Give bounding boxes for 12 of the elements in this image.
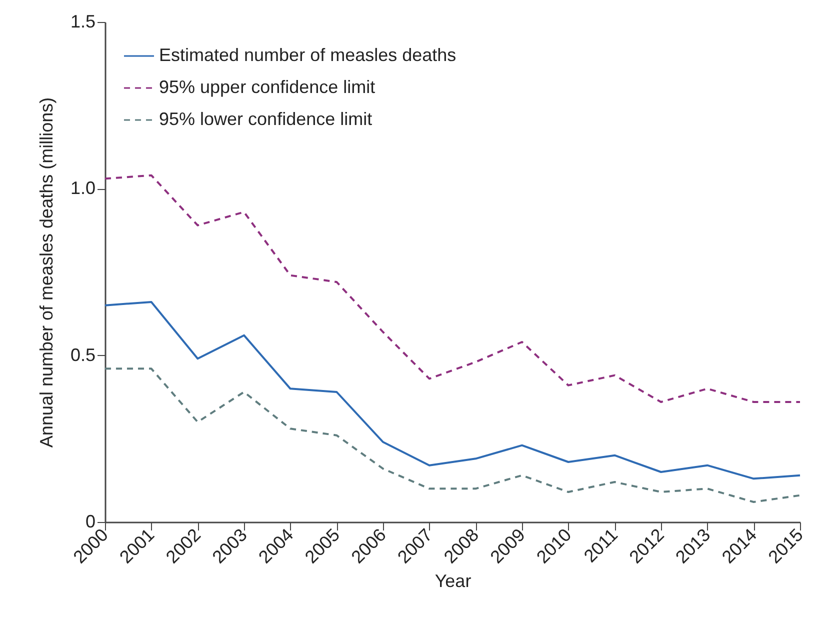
y-tick-label: 1.0 (70, 178, 96, 198)
legend-label: 95% upper confidence limit (159, 77, 376, 97)
legend-label: Estimated number of measles deaths (159, 45, 456, 65)
y-tick-label: 0 (85, 512, 96, 532)
legend-label: 95% lower confidence limit (159, 109, 372, 129)
y-tick-label: 0.5 (70, 344, 96, 365)
y-tick-label: 1.5 (70, 12, 96, 32)
line-series (104, 301, 801, 480)
line-series (104, 368, 801, 503)
line-series (104, 174, 801, 403)
x-axis-title: Year (434, 571, 472, 592)
y-axis-title: Annual number of measles deaths (millions) (36, 97, 56, 448)
